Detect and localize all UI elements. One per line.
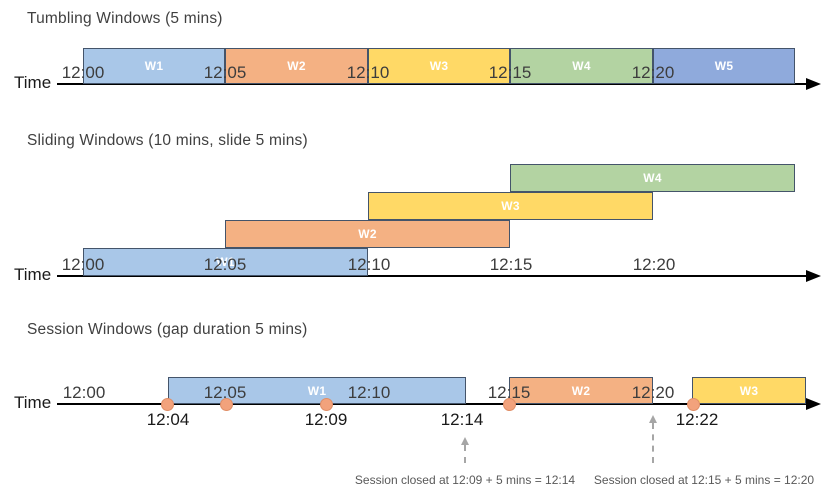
time-axis	[57, 403, 807, 405]
window-bar-w2: W2	[225, 220, 510, 248]
event-time-label: 12:04	[146, 410, 190, 429]
window-bar-w4: W4	[510, 164, 795, 192]
time-axis-label: Time	[14, 393, 52, 412]
tick-label: 12:05	[203, 383, 247, 402]
tick-label: 12:20	[632, 255, 676, 274]
window-bar-w2: W2	[509, 377, 653, 404]
tick-label: 12:00	[62, 383, 106, 402]
window-label: W2	[287, 59, 306, 73]
callout-arrow-up-icon	[461, 437, 469, 445]
event-dot	[320, 398, 333, 411]
axis-arrowhead-icon	[806, 78, 821, 90]
axis-arrowhead-icon	[806, 270, 821, 282]
event-dot	[161, 398, 174, 411]
tick-label: 12:00	[61, 63, 105, 82]
tick-label: 12:00	[61, 255, 105, 274]
time-axis	[57, 275, 807, 277]
callout-arrow-line	[464, 445, 466, 463]
window-label: W3	[739, 383, 759, 398]
window-bar-w1: W1	[168, 377, 466, 404]
time-axis-label: Time	[14, 265, 52, 284]
session-closed-annotation: Session closed at 12:09 + 5 mins = 12:14	[354, 473, 576, 487]
callout-arrow-up-icon	[649, 415, 657, 423]
session-closed-annotation: Session closed at 12:15 + 5 mins = 12:20	[593, 473, 815, 487]
tick-label: 12:05	[203, 63, 247, 82]
event-dot	[503, 398, 516, 411]
window-label: W5	[714, 59, 734, 73]
tick-label: 12:10	[347, 255, 391, 274]
window-bar-w3: W3	[368, 48, 510, 84]
time-axis	[57, 83, 807, 85]
event-time-label: 12:22	[675, 410, 719, 429]
panel-title: Session Windows (gap duration 5 mins)	[27, 321, 308, 338]
event-dot	[220, 398, 233, 411]
window-label: W3	[501, 199, 520, 213]
time-axis-label: Time	[14, 73, 52, 92]
tick-label: 12:20	[631, 383, 675, 402]
window-bar-w4: W4	[510, 48, 653, 84]
window-label: W2	[571, 383, 591, 398]
window-bar-w3: W3	[692, 377, 806, 404]
tick-label: 12:05	[203, 255, 247, 274]
window-bar-w1: W1	[83, 248, 368, 276]
window-bar-w5: W5	[653, 48, 795, 84]
window-label: W4	[572, 59, 591, 73]
window-label: W1	[144, 59, 164, 73]
tick-label: 12:20	[631, 63, 675, 82]
event-dot	[687, 398, 700, 411]
window-bar-w1: W1	[83, 48, 225, 84]
window-label: W1	[216, 255, 235, 269]
window-bar-w3: W3	[368, 192, 653, 220]
tick-label: 12:15	[487, 383, 531, 402]
tick-label: 12:15	[488, 63, 532, 82]
panel-title: Sliding Windows (10 mins, slide 5 mins)	[27, 132, 308, 149]
window-label: W1	[307, 383, 327, 398]
window-label: W3	[429, 59, 449, 73]
callout-arrow-line	[652, 423, 654, 463]
window-label: W4	[643, 171, 662, 185]
tick-label: 12:10	[347, 383, 391, 402]
axis-arrowhead-icon	[806, 398, 821, 410]
window-label: W2	[358, 227, 377, 241]
event-time-label: 12:09	[304, 410, 348, 429]
event-time-label: 12:14	[440, 410, 484, 429]
tick-label: 12:15	[489, 255, 533, 274]
tick-label: 12:10	[346, 63, 390, 82]
window-bar-w2: W2	[225, 48, 368, 84]
panel-title: Tumbling Windows (5 mins)	[27, 10, 223, 27]
